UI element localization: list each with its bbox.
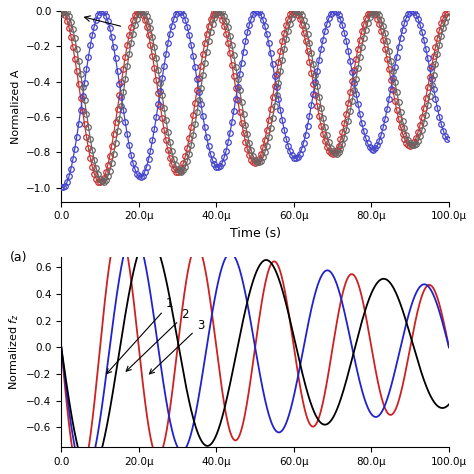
Y-axis label: Normalized A: Normalized A xyxy=(11,69,21,144)
X-axis label: Time (s): Time (s) xyxy=(229,227,281,240)
Text: (a): (a) xyxy=(9,251,27,264)
Y-axis label: Normalized $f_z$: Normalized $f_z$ xyxy=(7,313,21,391)
Text: 3: 3 xyxy=(149,319,205,374)
Text: 1: 1 xyxy=(107,297,173,374)
Text: 2: 2 xyxy=(126,308,189,371)
